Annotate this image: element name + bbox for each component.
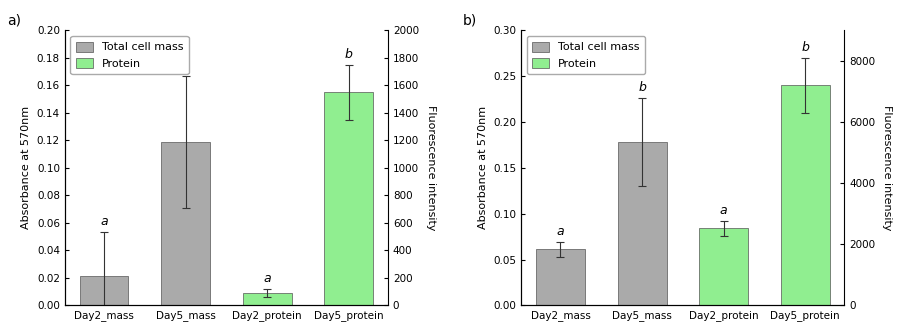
Bar	[699, 228, 748, 305]
Bar	[243, 293, 292, 305]
Bar	[161, 142, 210, 305]
Text: b: b	[801, 41, 809, 54]
Text: a: a	[556, 225, 564, 238]
Text: b): b)	[463, 14, 477, 28]
Text: a: a	[264, 272, 271, 285]
Legend: Total cell mass, Protein: Total cell mass, Protein	[71, 36, 188, 74]
Text: a: a	[101, 215, 108, 228]
Bar	[618, 142, 667, 305]
Text: b: b	[182, 59, 189, 72]
Text: a): a)	[6, 14, 21, 28]
Bar	[781, 85, 830, 305]
Bar	[536, 250, 585, 305]
Legend: Total cell mass, Protein: Total cell mass, Protein	[527, 36, 645, 74]
Y-axis label: Fluorescence intensity: Fluorescence intensity	[882, 105, 892, 230]
Y-axis label: Fluorescence intensity: Fluorescence intensity	[426, 105, 436, 230]
Bar	[324, 92, 373, 305]
Bar	[80, 276, 129, 305]
Y-axis label: Absorbance at 570nm: Absorbance at 570nm	[22, 106, 32, 229]
Y-axis label: Absorbance at 570nm: Absorbance at 570nm	[477, 106, 487, 229]
Text: b: b	[638, 81, 646, 94]
Text: b: b	[345, 48, 352, 61]
Text: a: a	[720, 204, 728, 217]
